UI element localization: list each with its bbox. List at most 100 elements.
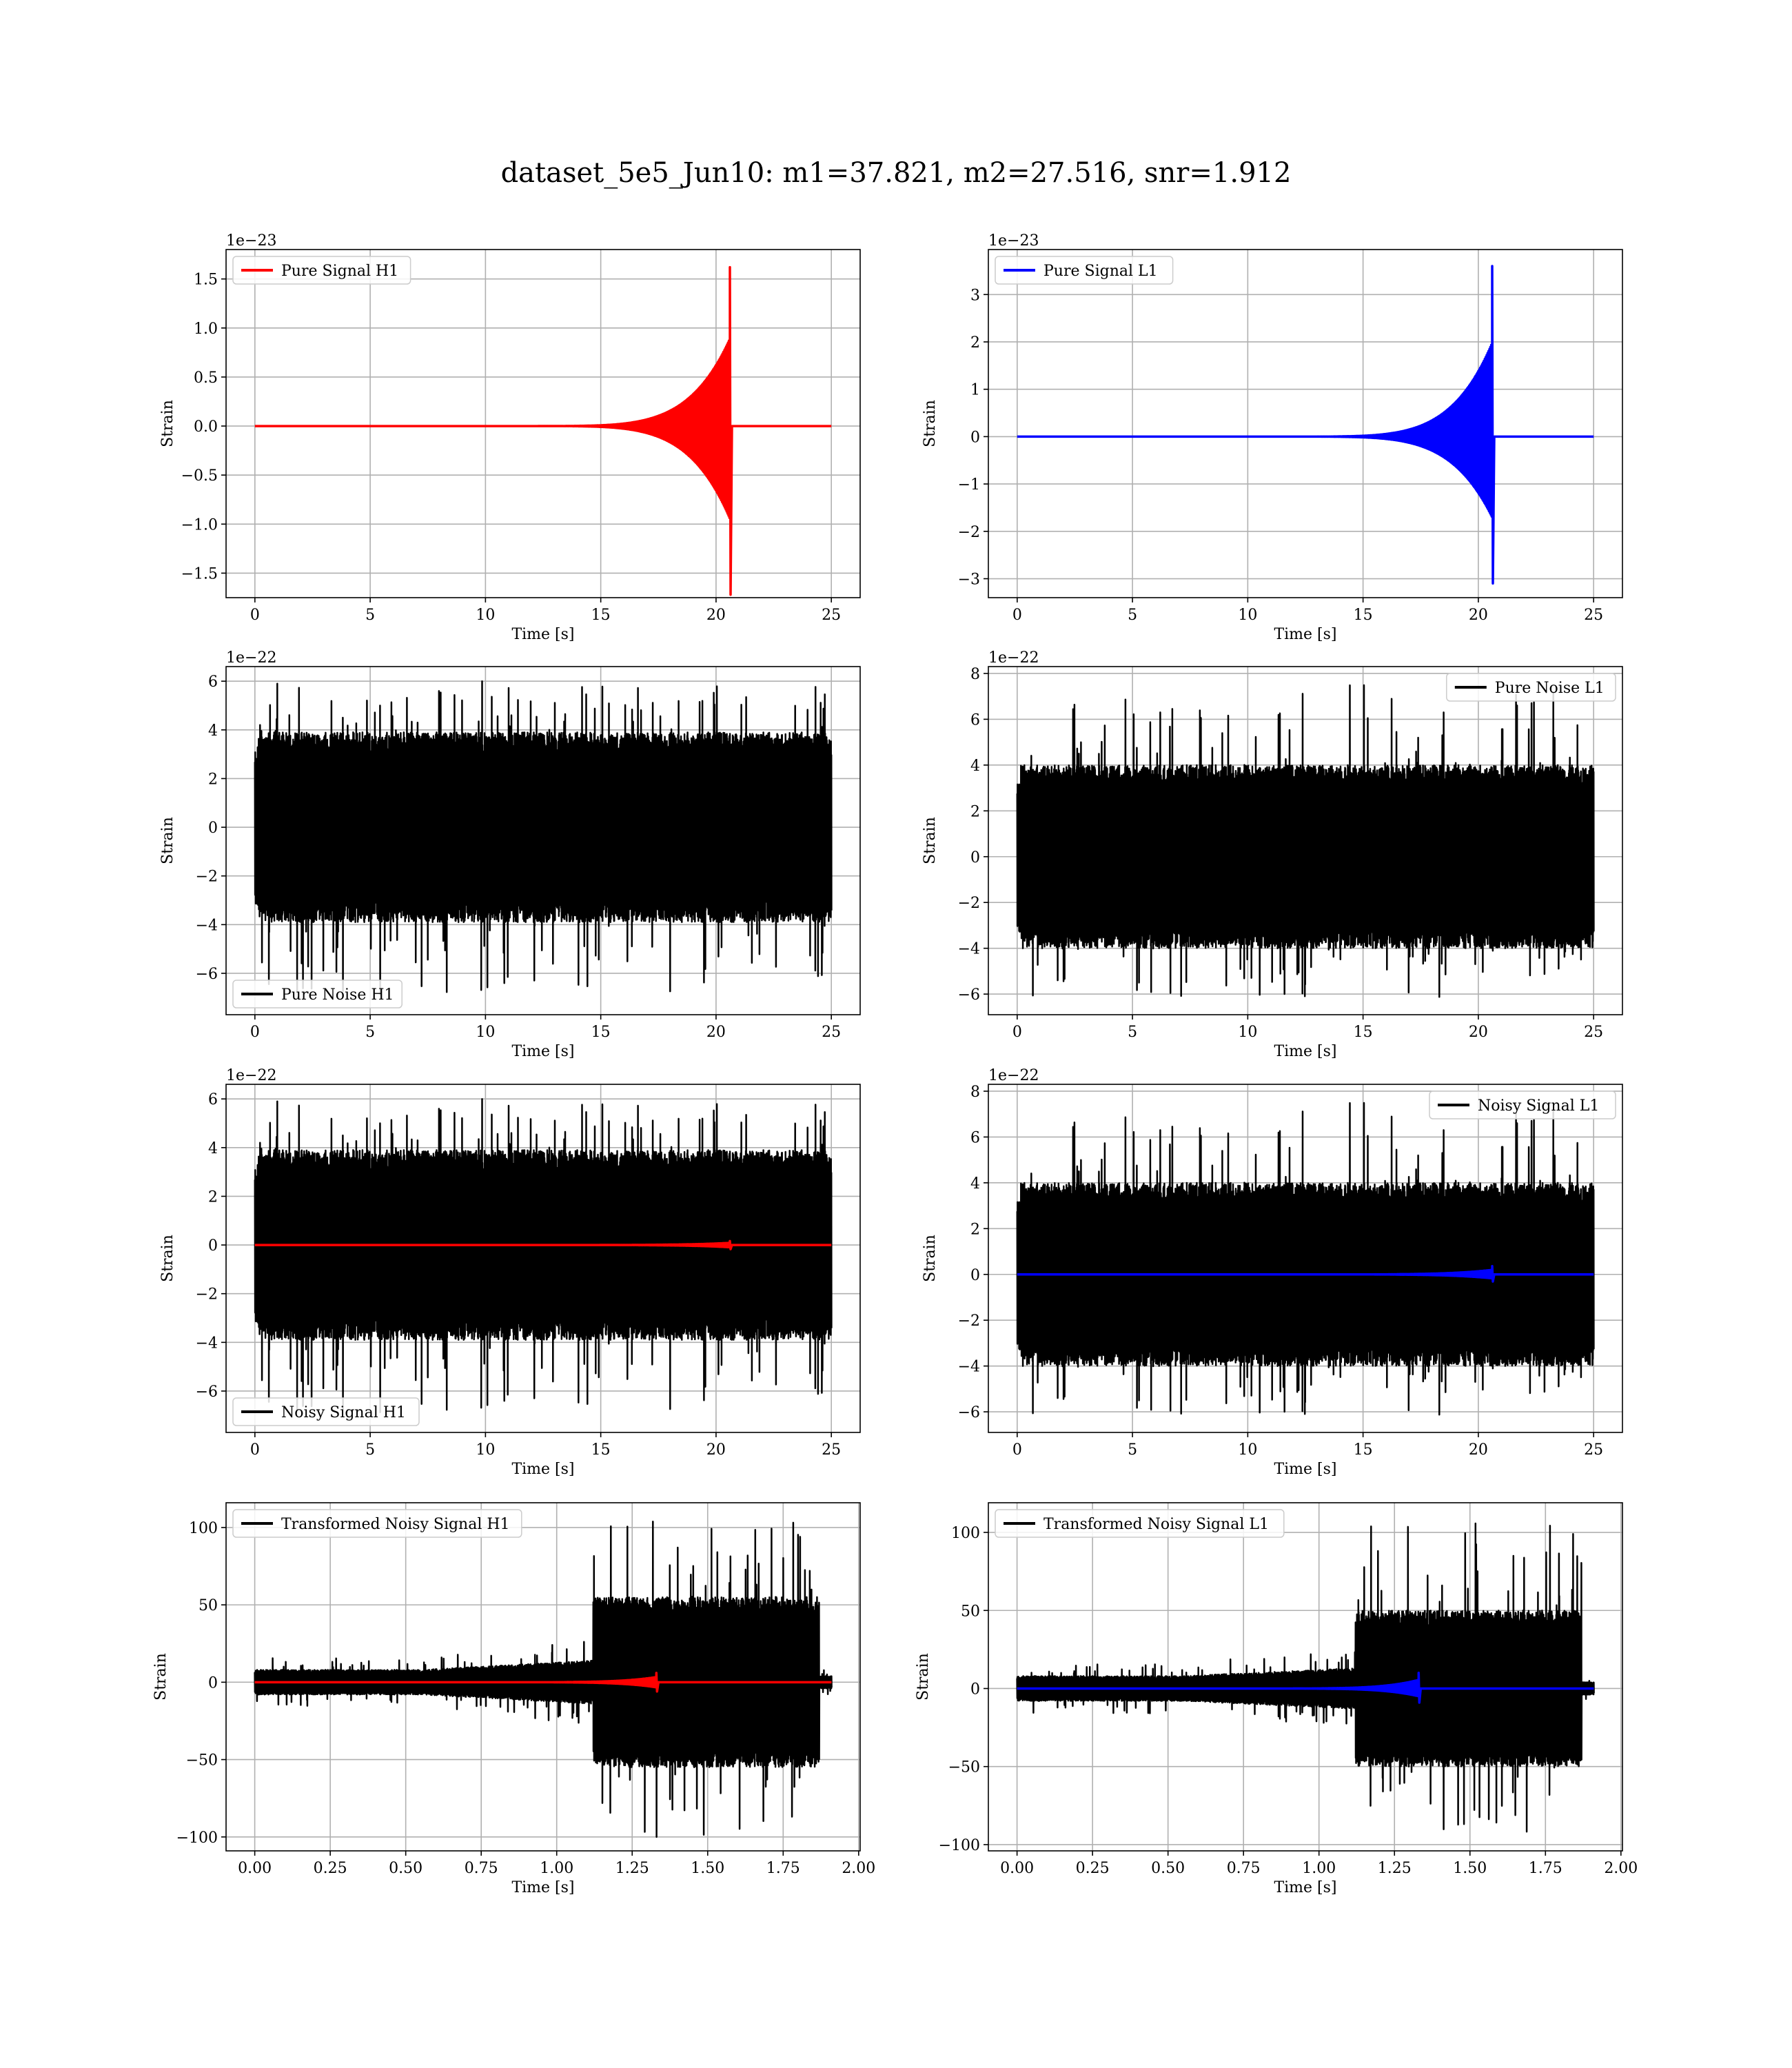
y-tick-label: 0.5	[194, 369, 218, 387]
series-line-1	[254, 1098, 833, 1414]
legend: Pure Noise L1	[1446, 673, 1616, 702]
series-line-1	[1016, 684, 1595, 998]
x-tick-label: 1.50	[1453, 1860, 1487, 1877]
y-tick-label: 6	[970, 711, 980, 729]
y-tick-label: 4	[208, 1140, 218, 1157]
y-tick-label: 2	[970, 803, 980, 820]
legend-box	[1429, 1091, 1616, 1119]
y-tick-label: 6	[208, 673, 218, 691]
series-line-2	[254, 1239, 832, 1250]
legend-label: Pure Signal L1	[1043, 263, 1158, 280]
x-axis-label: Time [s]	[1274, 1461, 1336, 1478]
axes-frame	[225, 1084, 861, 1433]
y-tick-label: 0.0	[194, 418, 218, 436]
y-tick-label: −6	[958, 1404, 980, 1421]
y-tick-label: 4	[208, 722, 218, 740]
y-tick-label: 0	[208, 820, 218, 837]
legend: Pure Signal L1	[995, 256, 1174, 285]
x-tick-label: 0.50	[389, 1860, 422, 1877]
figure-title: dataset_5e5_Jun10: m1=37.821, m2=27.516,…	[500, 157, 1292, 189]
y-tick-label: 0	[970, 1267, 980, 1284]
y-tick-label: 2	[970, 1221, 980, 1238]
legend-box	[232, 980, 403, 1008]
x-tick-label: 20	[1469, 607, 1488, 624]
y-tick-label: −1.5	[181, 565, 218, 582]
y-tick-label: −0.5	[181, 467, 218, 485]
y-tick-label: 2	[970, 334, 980, 352]
x-axis-label: Time [s]	[1274, 1043, 1336, 1060]
y-tick-label: −50	[948, 1759, 980, 1776]
x-tick-label: 2.00	[842, 1860, 875, 1877]
legend-box	[232, 256, 411, 285]
series-line-1	[254, 1521, 833, 1838]
x-tick-label: 0.25	[1076, 1860, 1110, 1877]
legend: Transformed Noisy Signal L1	[995, 1509, 1285, 1538]
x-tick-label: 15	[591, 1024, 611, 1041]
x-tick-label: 25	[822, 607, 841, 624]
x-tick-label: 0	[1012, 1441, 1022, 1459]
x-axis-label: Time [s]	[511, 1879, 574, 1896]
x-axis-label: Time [s]	[1274, 626, 1336, 643]
x-tick-label: 0	[250, 607, 260, 624]
x-tick-label: 0	[250, 1441, 260, 1459]
x-tick-label: 10	[1238, 1024, 1257, 1041]
legend-label: Pure Signal H1	[281, 263, 398, 280]
y-tick-label: 4	[970, 1175, 980, 1193]
y-tick-label: 8	[970, 1084, 980, 1101]
series-line-1	[1017, 265, 1594, 585]
x-tick-label: 0	[1012, 607, 1022, 624]
y-tick-label: −4	[958, 1359, 980, 1376]
legend: Noisy Signal H1	[232, 1397, 420, 1426]
legend-label: Noisy Signal L1	[1478, 1097, 1599, 1115]
x-tick-label: 1.25	[1378, 1860, 1412, 1877]
y-tick-label: 4	[970, 758, 980, 775]
series-line-1	[1016, 1102, 1595, 1416]
axes-frame	[988, 1084, 1623, 1433]
y-tick-label: 0	[208, 1674, 218, 1692]
x-tick-label: 0.75	[465, 1860, 498, 1877]
legend: Pure Noise H1	[232, 980, 403, 1008]
legend-label: Pure Noise L1	[1495, 680, 1605, 697]
x-tick-label: 2.00	[1604, 1860, 1638, 1877]
y-tick-label: 100	[189, 1520, 218, 1537]
y-tick-label: −50	[186, 1752, 218, 1770]
y-tick-label: 2	[208, 1188, 218, 1206]
x-tick-label: 0	[1012, 1024, 1022, 1041]
y-tick-label: −100	[176, 1829, 218, 1847]
y-tick-label: 1.0	[194, 321, 218, 338]
x-tick-label: 15	[591, 607, 611, 624]
y-axis-label: Strain	[922, 1235, 939, 1282]
x-tick-label: 10	[1238, 1441, 1257, 1459]
subplot-2: 0 5 10 15 20 25 −3 −2 −1 0 1 2 3 Time [s] Strain 1e−23P…	[922, 232, 1623, 643]
legend-box	[995, 256, 1174, 285]
x-tick-label: 0	[250, 1024, 260, 1041]
y-tick-label: 100	[951, 1525, 980, 1542]
subplot-5: 0 5 10 15 20 25 −6 −4 −2 0 2 4 6 Time [s] Strain 1e−22 N…	[159, 1067, 861, 1478]
y-tick-label: 0	[208, 1237, 218, 1255]
x-tick-label: 5	[1128, 1441, 1137, 1459]
y-tick-label: 2	[208, 771, 218, 788]
x-tick-label: 20	[1469, 1441, 1488, 1459]
y-tick-label: 6	[970, 1129, 980, 1146]
y-offset-text: 1e−22	[226, 649, 276, 667]
x-tick-label: 15	[591, 1441, 611, 1459]
y-axis-label: Strain	[159, 400, 176, 447]
subplot-1: 0 5 10 15 20 25 −1.5 −1.0 −0.5 0.0 0.5 1.0 1.5 Time […	[159, 232, 861, 643]
axes-frame	[988, 1502, 1623, 1852]
y-tick-label: −1.0	[181, 516, 218, 534]
x-tick-label: 5	[1128, 607, 1137, 624]
x-tick-label: 0.75	[1227, 1860, 1261, 1877]
y-tick-label: −2	[196, 869, 218, 886]
x-tick-label: 15	[1354, 1024, 1373, 1041]
subplot-8: 0.00 0.25 0.50 0.75 1.00 1.25 1.50 1.75 2.00 −100…	[915, 1502, 1638, 1896]
x-tick-label: 1.25	[615, 1860, 649, 1877]
y-tick-label: 0	[970, 849, 980, 866]
x-tick-label: 5	[1128, 1024, 1137, 1041]
y-axis-label: Strain	[159, 817, 176, 864]
series-line-1	[254, 265, 832, 596]
y-axis-label: Strain	[159, 1235, 176, 1282]
x-tick-label: 0.00	[238, 1860, 272, 1877]
x-tick-label: 20	[706, 1024, 726, 1041]
x-tick-label: 0.25	[314, 1860, 347, 1877]
legend-box	[1446, 673, 1616, 702]
